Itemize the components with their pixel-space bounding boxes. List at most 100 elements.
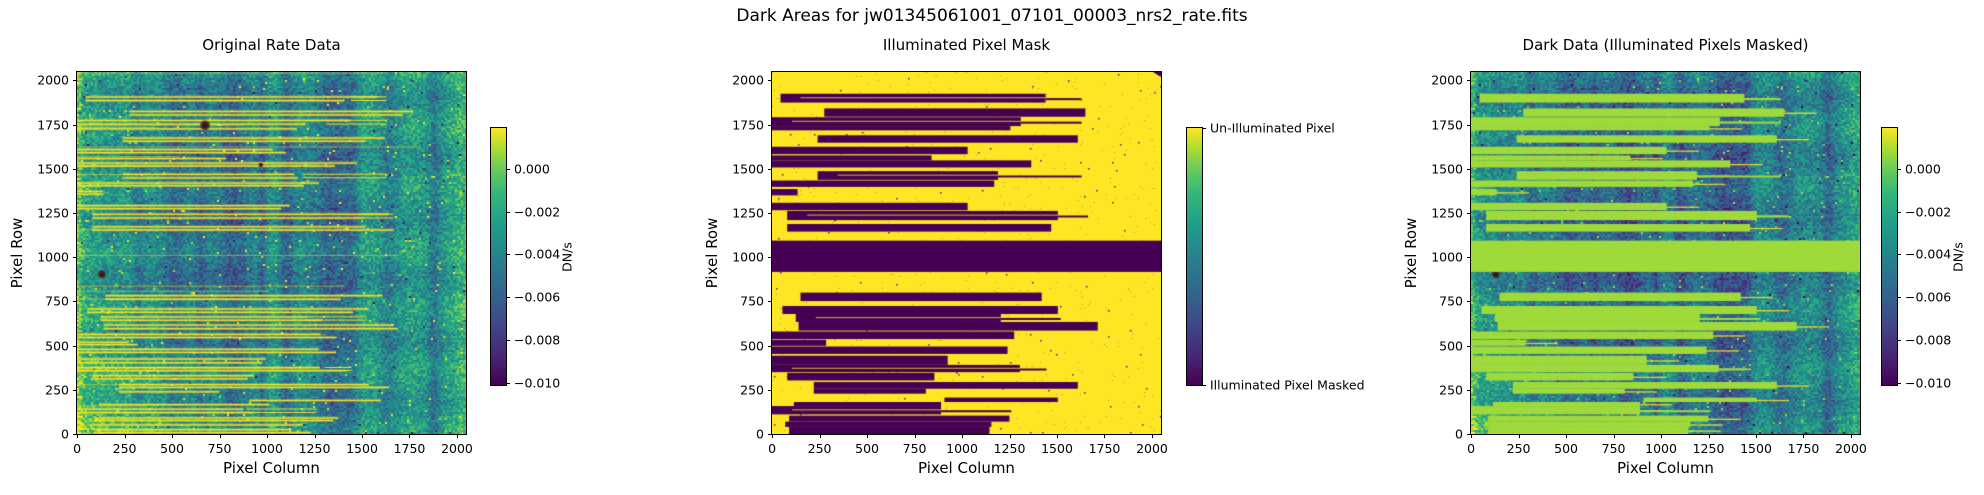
y-tick-label: 1750 [1431, 117, 1463, 133]
colorbar-tick-label: −0.002 [1905, 204, 1952, 220]
x-tick-mark [1471, 434, 1473, 438]
colorbar-tick-mark [1897, 297, 1901, 299]
colorbar-unit-label-dark: DN/s [1950, 241, 1966, 272]
x-tick-label: 750 [1601, 441, 1626, 456]
y-tick-mark [768, 389, 772, 391]
x-tick-mark [867, 434, 869, 438]
x-tick-label: 2000 [441, 441, 473, 456]
illuminated-pixel-mask-image [772, 72, 1161, 434]
y-tick-label: 1500 [1431, 161, 1463, 177]
x-tick-mark [77, 434, 79, 438]
x-tick-label: 2000 [1136, 441, 1168, 456]
y-tick-label: 500 [1439, 338, 1463, 354]
y-tick-label: 0 [61, 426, 69, 442]
x-tick-label: 250 [807, 441, 832, 456]
colorbar-tick-mark [506, 168, 510, 170]
colorbar-tick-label: −0.010 [1905, 375, 1952, 391]
colorbar-tick-label: 0.000 [1905, 161, 1941, 177]
x-tick-label: 1250 [993, 441, 1026, 456]
colorbar-unit-label-original: DN/s [559, 241, 575, 272]
x-tick-mark [1803, 434, 1805, 438]
x-tick-mark [1151, 434, 1153, 438]
y-tick-label: 1000 [1431, 249, 1463, 265]
y-tick-label: 750 [740, 293, 764, 309]
y-tick-label: 2000 [37, 72, 69, 88]
x-tick-mark [1009, 434, 1011, 438]
y-tick-mark [768, 433, 772, 435]
x-tick-mark [1850, 434, 1852, 438]
y-tick-label: 500 [45, 338, 69, 354]
y-tick-label: 750 [1439, 293, 1463, 309]
x-tick-label: 500 [160, 441, 184, 456]
colorbar-label-illuminated-masked: Illuminated Pixel Masked [1210, 377, 1365, 393]
colorbar-tick-mark [506, 254, 510, 256]
y-tick-label: 1000 [732, 249, 764, 265]
x-tick-mark [1057, 434, 1058, 438]
y-tick-mark [73, 433, 77, 435]
x-tick-label: 1500 [1740, 441, 1772, 456]
x-tick-label: 1750 [1088, 441, 1121, 456]
x-tick-mark [772, 434, 774, 438]
x-tick-label: 1500 [1041, 441, 1073, 456]
y-tick-label: 1250 [1431, 205, 1463, 221]
x-tick-mark [362, 434, 363, 438]
dark-data-masked-image [1471, 72, 1860, 434]
y-tick-mark [73, 212, 77, 214]
colorbar-tick-mark [1897, 254, 1901, 256]
y-tick-label: 1250 [732, 205, 764, 221]
x-tick-mark [1613, 434, 1615, 438]
colorbar-tick-label: −0.008 [1905, 332, 1952, 348]
y-tick-mark [1467, 124, 1471, 126]
y-tick-mark [1467, 345, 1471, 347]
x-tick-mark [124, 434, 126, 438]
original-rate-image [77, 72, 466, 434]
y-tick-label: 1500 [37, 161, 69, 177]
x-tick-mark [1518, 434, 1520, 438]
y-tick-label: 1500 [732, 161, 764, 177]
y-tick-mark [73, 168, 77, 170]
panel-title-dark: Dark Data (Illuminated Pixels Masked) [1522, 36, 1809, 54]
colorbar-tick-label: −0.006 [514, 289, 561, 305]
colorbar-tick-label: −0.002 [514, 204, 561, 220]
x-tick-label: 0 [1467, 441, 1476, 456]
x-tick-mark [267, 434, 269, 438]
panel-title-mask: Illuminated Pixel Mask [882, 36, 1051, 54]
y-tick-mark [1467, 389, 1471, 391]
x-tick-label: 1000 [251, 441, 283, 456]
y-tick-label: 2000 [732, 72, 764, 88]
colorbar-tick-label: −0.004 [514, 246, 561, 262]
colorbar-tick-mark [1897, 211, 1901, 213]
y-tick-label: 250 [45, 382, 69, 398]
x-tick-mark [819, 434, 821, 438]
plot-area-original [76, 71, 467, 435]
x-tick-label: 1000 [946, 441, 978, 456]
plot-area-dark [1470, 71, 1861, 435]
y-tick-mark [1467, 433, 1471, 435]
colorbar-tick-label: −0.010 [514, 375, 561, 391]
y-tick-mark [1467, 301, 1471, 303]
y-tick-mark [73, 301, 77, 303]
x-tick-label: 0 [73, 441, 82, 456]
x-tick-mark [456, 434, 458, 438]
y-tick-mark [768, 345, 772, 347]
x-tick-label: 1500 [346, 441, 378, 456]
x-tick-label: 1750 [1787, 441, 1820, 456]
y-tick-label: 250 [1439, 382, 1463, 398]
x-tick-mark [409, 434, 411, 438]
colorbar-tick-mark [506, 297, 510, 299]
colorbar-dark [1881, 127, 1898, 386]
x-tick-label: 250 [1506, 441, 1531, 456]
y-tick-mark [73, 345, 77, 347]
y-tick-label: 1750 [37, 117, 69, 133]
y-tick-label: 500 [740, 338, 764, 354]
plot-area-mask [771, 71, 1162, 435]
y-tick-label: 1750 [732, 117, 764, 133]
colorbar-original [490, 127, 507, 386]
y-tick-mark [73, 257, 77, 259]
x-tick-mark [914, 434, 916, 438]
x-tick-label: 1250 [1692, 441, 1725, 456]
x-tick-label: 2000 [1835, 441, 1867, 456]
colorbar-label-unilluminated: Un-Illuminated Pixel [1210, 120, 1335, 136]
x-tick-mark [1661, 434, 1663, 438]
